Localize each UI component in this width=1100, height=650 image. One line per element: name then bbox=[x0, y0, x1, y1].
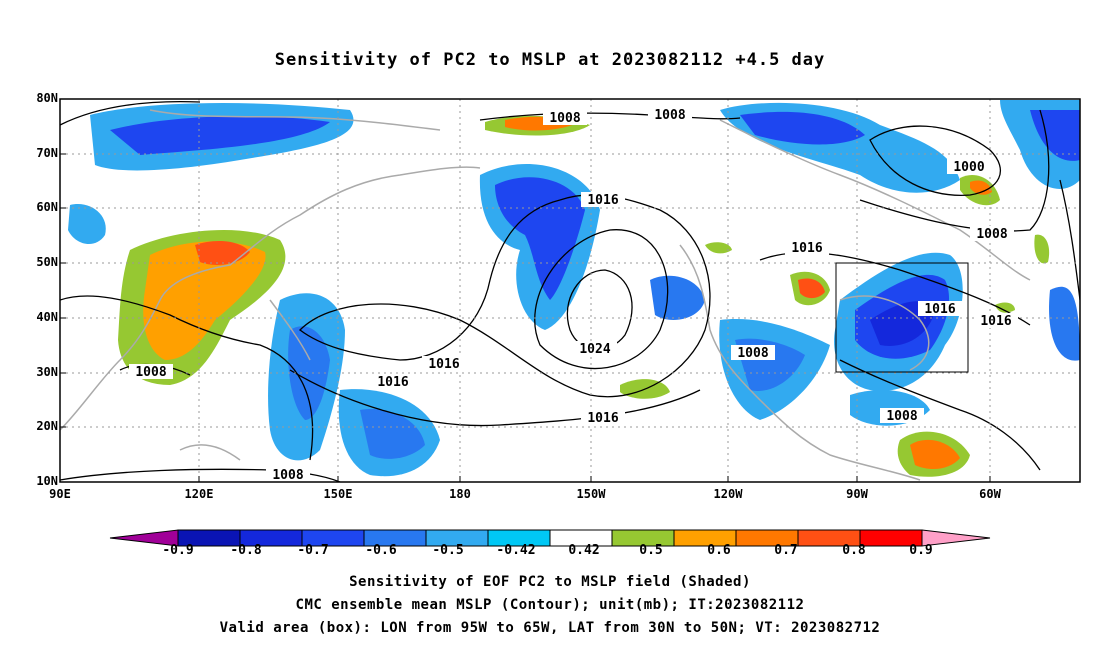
contour-label: 1008 bbox=[970, 226, 1014, 242]
lon-tick-label: 90W bbox=[846, 487, 868, 501]
svg-text:1016: 1016 bbox=[587, 411, 618, 426]
caption-line-2: CMC ensemble mean MSLP (Contour); unit(m… bbox=[295, 597, 805, 613]
svg-text:1008: 1008 bbox=[737, 346, 768, 361]
svg-text:1008: 1008 bbox=[549, 111, 580, 126]
lon-tick-label: 90E bbox=[49, 487, 71, 501]
contour-label: 1008 bbox=[648, 107, 692, 123]
mslp-contours bbox=[60, 100, 1080, 482]
caption-line-3: Valid area (box): LON from 95W to 65W, L… bbox=[219, 620, 881, 636]
lat-tick-label: 30N bbox=[36, 365, 58, 379]
colorbar-tick-label: -0.6 bbox=[365, 543, 397, 558]
colorbar-tick-label: 0.5 bbox=[639, 543, 663, 558]
lat-tick-label: 70N bbox=[36, 146, 58, 160]
colorbar-high-extension bbox=[921, 529, 991, 547]
svg-text:1016: 1016 bbox=[791, 241, 822, 256]
svg-text:1000: 1000 bbox=[953, 160, 984, 175]
caption-line-1: Sensitivity of EOF PC2 to MSLP field (Sh… bbox=[349, 574, 751, 590]
colorbar-tick-label: -0.9 bbox=[162, 543, 194, 558]
svg-text:1008: 1008 bbox=[886, 409, 917, 424]
colorbar-tick-label: 0.9 bbox=[909, 543, 933, 558]
colorbar bbox=[109, 529, 991, 547]
contour-label: 1016 bbox=[918, 301, 962, 317]
svg-text:1016: 1016 bbox=[980, 314, 1011, 329]
valid-area-box bbox=[835, 262, 969, 373]
lon-tick-label: 120W bbox=[713, 487, 743, 501]
contour-label: 1008 bbox=[543, 110, 587, 126]
contour-label: 1008 bbox=[731, 345, 775, 361]
colorbar-tick-label: -0.8 bbox=[230, 543, 262, 558]
contour-label: 1016 bbox=[581, 410, 625, 426]
svg-text:1008: 1008 bbox=[976, 227, 1007, 242]
negative-sensitivity-shading bbox=[68, 100, 1080, 477]
contour-label: 1016 bbox=[422, 356, 466, 372]
map-frame bbox=[59, 98, 1081, 483]
lon-tick-label: 180 bbox=[449, 487, 471, 501]
colorbar-tick-label: 0.42 bbox=[568, 543, 600, 558]
contour-label: 1000 bbox=[947, 159, 991, 175]
colorbar-tick-label: -0.7 bbox=[297, 543, 329, 558]
contour-label: 1008 bbox=[880, 408, 924, 424]
contour-label: 1008 bbox=[129, 364, 173, 380]
svg-text:1016: 1016 bbox=[377, 375, 408, 390]
lon-tick-label: 150W bbox=[576, 487, 606, 501]
contour-labels: 1008 1008 1000 1008 1016 1016 1016 1016 … bbox=[129, 107, 1018, 483]
lon-tick-label: 150E bbox=[323, 487, 353, 501]
contour-label: 1016 bbox=[785, 240, 829, 256]
colorbar-tick-label: -0.5 bbox=[432, 543, 464, 558]
colorbar-tick-label: 0.8 bbox=[842, 543, 866, 558]
lon-tick-label: 60W bbox=[979, 487, 1001, 501]
lat-tick-label: 40N bbox=[36, 310, 58, 324]
colorbar-tick-label: 0.6 bbox=[707, 543, 731, 558]
contour-label: 1016 bbox=[974, 313, 1018, 329]
svg-text:1008: 1008 bbox=[272, 468, 303, 483]
contour-label: 1016 bbox=[581, 192, 625, 208]
svg-text:1016: 1016 bbox=[924, 302, 955, 317]
figure-title: Sensitivity of PC2 to MSLP at 2023082112… bbox=[274, 50, 826, 70]
coastlines bbox=[60, 109, 1031, 481]
contour-label: 1024 bbox=[573, 341, 617, 357]
lat-tick-label: 20N bbox=[36, 419, 58, 433]
lon-tick-label: 120E bbox=[184, 487, 214, 501]
svg-text:1024: 1024 bbox=[579, 342, 610, 357]
lat-tick-label: 10N bbox=[36, 474, 58, 488]
lat-tick-label: 50N bbox=[36, 255, 58, 269]
svg-text:1008: 1008 bbox=[135, 365, 166, 380]
svg-text:1016: 1016 bbox=[428, 357, 459, 372]
contour-label: 1016 bbox=[371, 374, 415, 390]
lat-tick-label: 60N bbox=[36, 200, 58, 214]
colorbar-tick-label: -0.42 bbox=[496, 543, 536, 558]
contour-label: 1008 bbox=[266, 468, 310, 483]
lat-tick-label: 80N bbox=[36, 91, 58, 105]
svg-text:1008: 1008 bbox=[654, 108, 685, 123]
tick-marks bbox=[60, 153, 991, 482]
colorbar-tick-label: 0.7 bbox=[774, 543, 798, 558]
svg-text:1016: 1016 bbox=[587, 193, 618, 208]
